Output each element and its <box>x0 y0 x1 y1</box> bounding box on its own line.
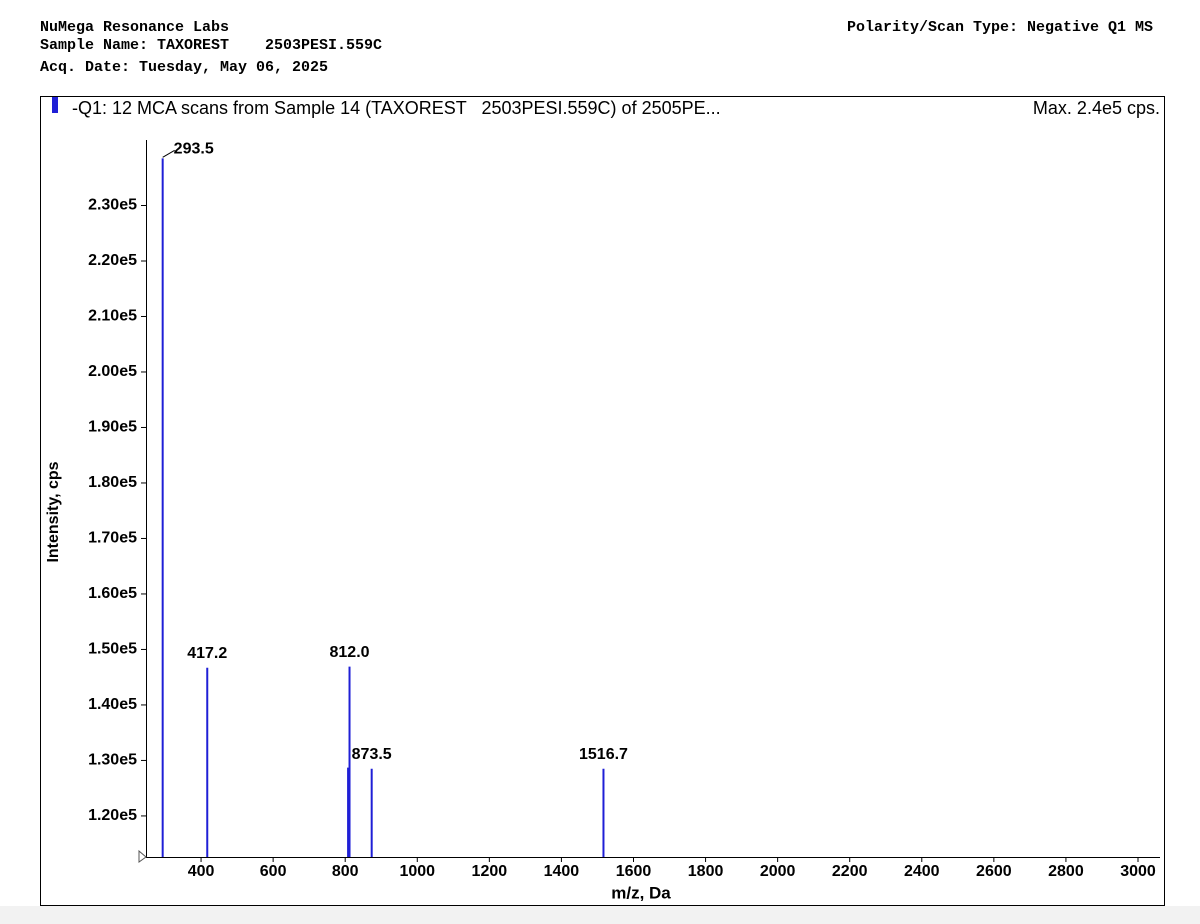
y-tick-label: 2.00e5 <box>88 363 137 380</box>
x-tick-label: 3000 <box>1120 863 1156 880</box>
x-tick-label: 2600 <box>976 863 1012 880</box>
x-tick-label: 1800 <box>688 863 724 880</box>
y-tick-label: 1.80e5 <box>88 474 137 491</box>
peak-label: 873.5 <box>352 746 392 763</box>
axis-marker <box>138 849 147 863</box>
y-tick-label: 2.20e5 <box>88 252 137 269</box>
y-tick-label: 2.30e5 <box>88 197 137 214</box>
y-axis-label: Intensity, cps <box>45 461 62 562</box>
x-tick-label: 2200 <box>832 863 868 880</box>
chart-title: -Q1: 12 MCA scans from Sample 14 (TAXORE… <box>72 98 721 118</box>
x-tick-label: 2000 <box>760 863 796 880</box>
header-right: Polarity/Scan Type: Negative Q1 MS <box>847 19 1153 36</box>
y-tick-label: 1.60e5 <box>88 585 137 602</box>
y-tick-label: 1.30e5 <box>88 752 137 769</box>
y-tick-label: 1.20e5 <box>88 807 137 824</box>
x-tick-label: 1200 <box>472 863 508 880</box>
max-label: Max. 2.4e5 cps. <box>1033 98 1160 118</box>
x-tick-label: 1400 <box>544 863 580 880</box>
header-line: Acq. Date: Tuesday, May 06, 2025 <box>40 59 328 76</box>
x-tick-label: 1600 <box>616 863 652 880</box>
chart-frame <box>40 96 1165 906</box>
x-tick-label: 2800 <box>1048 863 1084 880</box>
x-tick-label: 400 <box>188 863 215 880</box>
peak-label: 293.5 <box>174 141 214 158</box>
y-tick-label: 1.90e5 <box>88 419 137 436</box>
x-tick-label: 1000 <box>399 863 435 880</box>
header-line: NuMega Resonance Labs <box>40 19 229 36</box>
y-tick-label: 2.10e5 <box>88 308 137 325</box>
x-tick-label: 600 <box>260 863 287 880</box>
y-tick-label: 1.50e5 <box>88 641 137 658</box>
x-tick-label: 2400 <box>904 863 940 880</box>
peak-leader <box>162 149 175 158</box>
peak-label: 812.0 <box>330 644 370 661</box>
y-tick-label: 1.40e5 <box>88 696 137 713</box>
x-tick-label: 800 <box>332 863 359 880</box>
peak-label: 1516.7 <box>579 746 628 763</box>
peak-label: 417.2 <box>187 645 227 662</box>
y-tick-label: 1.70e5 <box>88 530 137 547</box>
legend-swatch <box>52 97 58 113</box>
footer-band <box>0 906 1200 924</box>
x-axis-label: m/z, Da <box>611 883 671 902</box>
header-line: Sample Name: TAXOREST 2503PESI.559C <box>40 37 382 54</box>
